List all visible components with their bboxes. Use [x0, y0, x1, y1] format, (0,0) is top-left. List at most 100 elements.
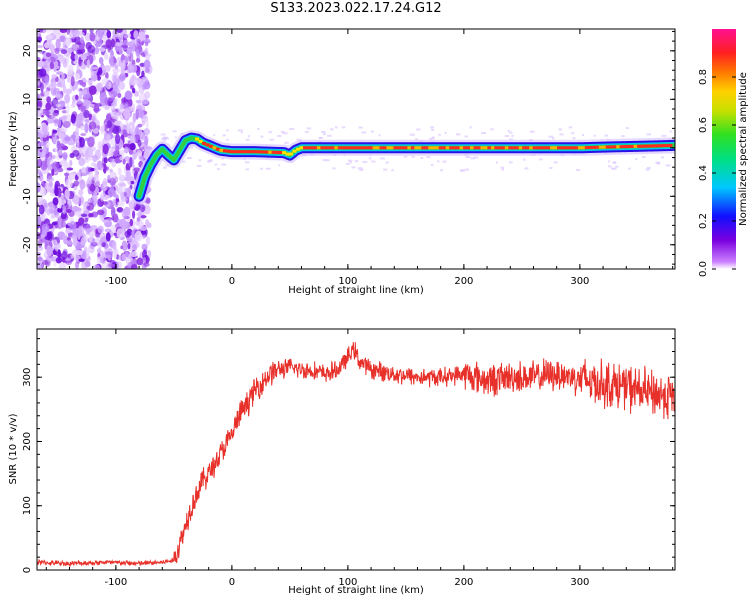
noise-speck	[101, 64, 106, 75]
noise-speck	[65, 178, 73, 189]
faint-speck	[559, 133, 564, 136]
noise-speck	[126, 228, 133, 236]
faint-speck	[504, 135, 510, 138]
faint-speck	[186, 156, 192, 159]
noise-speck	[88, 232, 93, 243]
trace-core	[400, 146, 405, 150]
noise-speck	[101, 260, 109, 269]
faint-speck	[426, 156, 431, 159]
trace-core	[226, 149, 231, 153]
faint-speck	[473, 156, 479, 159]
faint-speck	[469, 126, 472, 129]
noise-speck	[117, 89, 121, 94]
noise-speck	[64, 172, 70, 177]
trace-core	[497, 146, 502, 150]
noise-speck	[131, 120, 135, 132]
noise-speck	[118, 59, 123, 68]
noise-speck	[114, 120, 121, 126]
trace-core	[518, 146, 523, 150]
noise-speck	[75, 250, 83, 256]
noise-speck	[102, 143, 109, 155]
trace-core	[334, 146, 339, 150]
noise-speck	[95, 177, 101, 187]
faint-speck	[438, 133, 441, 136]
trace-core	[379, 146, 384, 150]
noise-speck	[59, 54, 64, 62]
noise-speck	[116, 227, 125, 239]
noise-speck	[109, 62, 117, 68]
noise-speck	[65, 103, 70, 115]
faint-speck	[296, 138, 302, 141]
noise-speck	[133, 79, 139, 85]
noise-speck	[131, 210, 136, 220]
noise-speck	[57, 249, 62, 259]
trace-core	[661, 144, 666, 148]
noise-speck	[116, 45, 123, 51]
faint-speck	[226, 129, 229, 132]
trace-core	[511, 146, 516, 150]
trace-core	[515, 146, 520, 150]
noise-speck	[44, 76, 50, 86]
faint-speck	[416, 128, 421, 131]
trace-core	[435, 146, 440, 150]
noise-speck	[88, 85, 97, 96]
trace-core	[268, 150, 273, 154]
faint-speck	[524, 167, 529, 170]
noise-speck	[54, 109, 60, 114]
noise-speck	[58, 142, 62, 149]
noise-speck	[78, 137, 86, 148]
noise-speck	[70, 76, 75, 87]
noise-speck	[79, 90, 83, 100]
trace-core	[292, 149, 297, 153]
faint-speck	[354, 160, 359, 163]
trace-core	[424, 146, 429, 150]
noise-speck	[63, 235, 69, 245]
top-x-ticks: -100 0 100 200 300	[45, 29, 674, 287]
faint-speck	[257, 127, 260, 130]
trace-core	[299, 146, 304, 150]
trace-core	[233, 150, 238, 154]
trace-core	[431, 146, 436, 150]
faint-speck	[613, 161, 616, 164]
faint-speck	[165, 164, 170, 167]
trace-core	[403, 146, 408, 150]
noise-speck	[112, 240, 117, 250]
trace-core	[445, 146, 450, 150]
noise-speck	[41, 123, 48, 135]
faint-speck	[358, 126, 363, 129]
trace-core	[372, 146, 377, 150]
noise-speck	[94, 149, 101, 161]
noise-speck	[76, 99, 82, 105]
noise-speck	[112, 74, 118, 83]
colorbar-tick-label: 0.8	[698, 69, 709, 85]
faint-speck	[430, 137, 435, 140]
noise-speck	[39, 212, 47, 221]
noise-speck	[144, 67, 150, 73]
faint-speck	[181, 160, 186, 163]
trace-core	[205, 143, 210, 147]
trace-core	[581, 146, 586, 150]
faint-speck	[530, 130, 535, 133]
noise-speck	[37, 261, 43, 269]
noise-speck	[115, 42, 122, 47]
trace-core	[198, 139, 203, 143]
noise-speck	[40, 82, 44, 93]
faint-speck	[523, 158, 526, 161]
trace-core	[421, 146, 426, 150]
trace-core	[386, 146, 391, 150]
faint-speck	[470, 157, 476, 160]
noise-speck	[98, 57, 104, 65]
faint-speck	[160, 133, 166, 136]
noise-speck	[94, 47, 100, 55]
y-tick-label: -20	[22, 237, 33, 253]
noise-speck	[55, 76, 59, 83]
noise-speck	[141, 98, 149, 105]
faint-speck	[240, 131, 244, 134]
colorbar-tick-label: 0.0	[698, 261, 709, 277]
noise-speck	[82, 99, 91, 107]
faint-speck	[442, 160, 447, 163]
trace-core	[570, 146, 575, 150]
noise-speck	[97, 67, 103, 76]
faint-speck	[501, 168, 505, 171]
noise-speck	[144, 41, 149, 47]
